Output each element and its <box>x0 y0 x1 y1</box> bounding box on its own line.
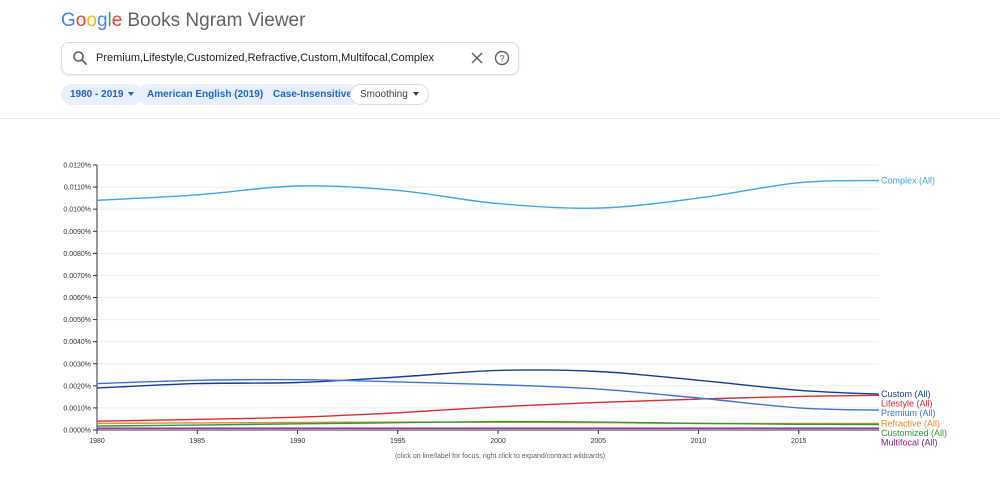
series-label-custom[interactable]: Custom (All) <box>881 389 931 399</box>
series-line-customized[interactable] <box>96 420 880 427</box>
caret-down-icon <box>412 92 419 97</box>
series-line-custom[interactable] <box>96 369 880 395</box>
series-label-premium[interactable]: Premium (All) <box>881 408 936 418</box>
y-tick-label: 0.0080% <box>63 251 91 258</box>
x-tick-label: 1995 <box>390 438 406 445</box>
y-tick-label: 0.0010% <box>63 405 91 412</box>
search-input[interactable]: Premium,Lifestyle,Customized,Refractive,… <box>96 52 435 64</box>
x-tick-label: 1985 <box>189 438 205 445</box>
y-tick-label: 0.0050% <box>63 317 91 324</box>
logo-letter: e <box>111 10 123 31</box>
case-label: Case-Insensitive <box>273 89 352 100</box>
y-tick-label: 0.0070% <box>63 273 91 280</box>
y-tick-label: 0.0120% <box>63 163 91 170</box>
legend-layer[interactable]: Complex (All) Custom (All)Lifestyle (All)… <box>881 175 947 447</box>
google-books-logo[interactable]: Google Books Ngram Viewer <box>61 10 305 32</box>
case-insensitive-toggle[interactable]: Case-Insensitive <box>264 84 361 105</box>
corpus-dropdown[interactable]: American English (2019) <box>138 84 284 105</box>
x-tick-label: 2015 <box>791 438 807 445</box>
ngram-chart[interactable]: 0.0000% 0.0010% 0.0020% 0.0030% 0.0040% 0.005… <box>0 150 1000 450</box>
y-tick-label: 0.0100% <box>63 207 91 214</box>
y-tick-label: 0.0020% <box>63 383 91 390</box>
help-icon[interactable]: ? <box>494 50 510 66</box>
x-tick-label: 1980 <box>89 438 105 445</box>
year-range-label: 1980 - 2019 <box>70 89 124 100</box>
chart-footnote: (click on line/label for focus, right cl… <box>394 453 606 460</box>
grid-layer <box>97 164 879 409</box>
header: Google Books Ngram Viewer Premium,Lifesty… <box>0 0 1000 119</box>
series-layer[interactable] <box>96 179 880 429</box>
search-icon <box>73 51 87 65</box>
logo-letter: o <box>75 10 87 31</box>
y-tick-label: 0.0030% <box>63 361 91 368</box>
smoothing-label: Smoothing <box>360 89 408 100</box>
series-label-multifocal[interactable]: Multifocal (All) <box>881 437 938 447</box>
close-icon[interactable] <box>470 51 484 65</box>
logo-letter: g <box>96 10 108 31</box>
series-label-customized[interactable]: Customized (All) <box>881 428 947 438</box>
product-title: Books Ngram Viewer <box>127 10 306 31</box>
search-box[interactable]: Premium,Lifestyle,Customized,Refractive,… <box>61 42 519 75</box>
logo-letter: o <box>86 10 97 31</box>
series-line-complex[interactable] <box>96 179 880 209</box>
x-tick-label: 2000 <box>490 438 506 445</box>
series-label-refractive[interactable]: Refractive (All) <box>881 418 940 428</box>
y-tick-label: 0.0090% <box>63 229 91 236</box>
svg-text:?: ? <box>499 54 504 64</box>
year-range-dropdown[interactable]: 1980 - 2019 <box>61 84 144 105</box>
x-tick-label: 2005 <box>590 438 606 445</box>
series-line-lifestyle[interactable] <box>96 394 880 422</box>
corpus-label: American English (2019) <box>147 89 264 100</box>
caret-down-icon <box>128 92 135 97</box>
x-tick-label: 1990 <box>290 438 306 445</box>
logo-letter: l <box>107 10 112 31</box>
axis-layer: 0.0000% 0.0010% 0.0020% 0.0030% 0.0040% 0.005… <box>63 163 879 445</box>
y-tick-label: 0.0000% <box>63 428 91 435</box>
logo-letter: G <box>61 10 76 31</box>
series-line-premium[interactable] <box>96 378 880 411</box>
y-tick-label: 0.0040% <box>63 339 91 346</box>
series-label-complex[interactable]: Complex (All) <box>881 175 935 185</box>
y-tick-label: 0.0060% <box>63 295 91 302</box>
x-tick-label: 2010 <box>691 438 707 445</box>
series-label-lifestyle[interactable]: Lifestyle (All) <box>881 399 933 409</box>
y-tick-label: 0.0110% <box>64 185 91 192</box>
smoothing-dropdown[interactable]: Smoothing <box>350 84 429 105</box>
